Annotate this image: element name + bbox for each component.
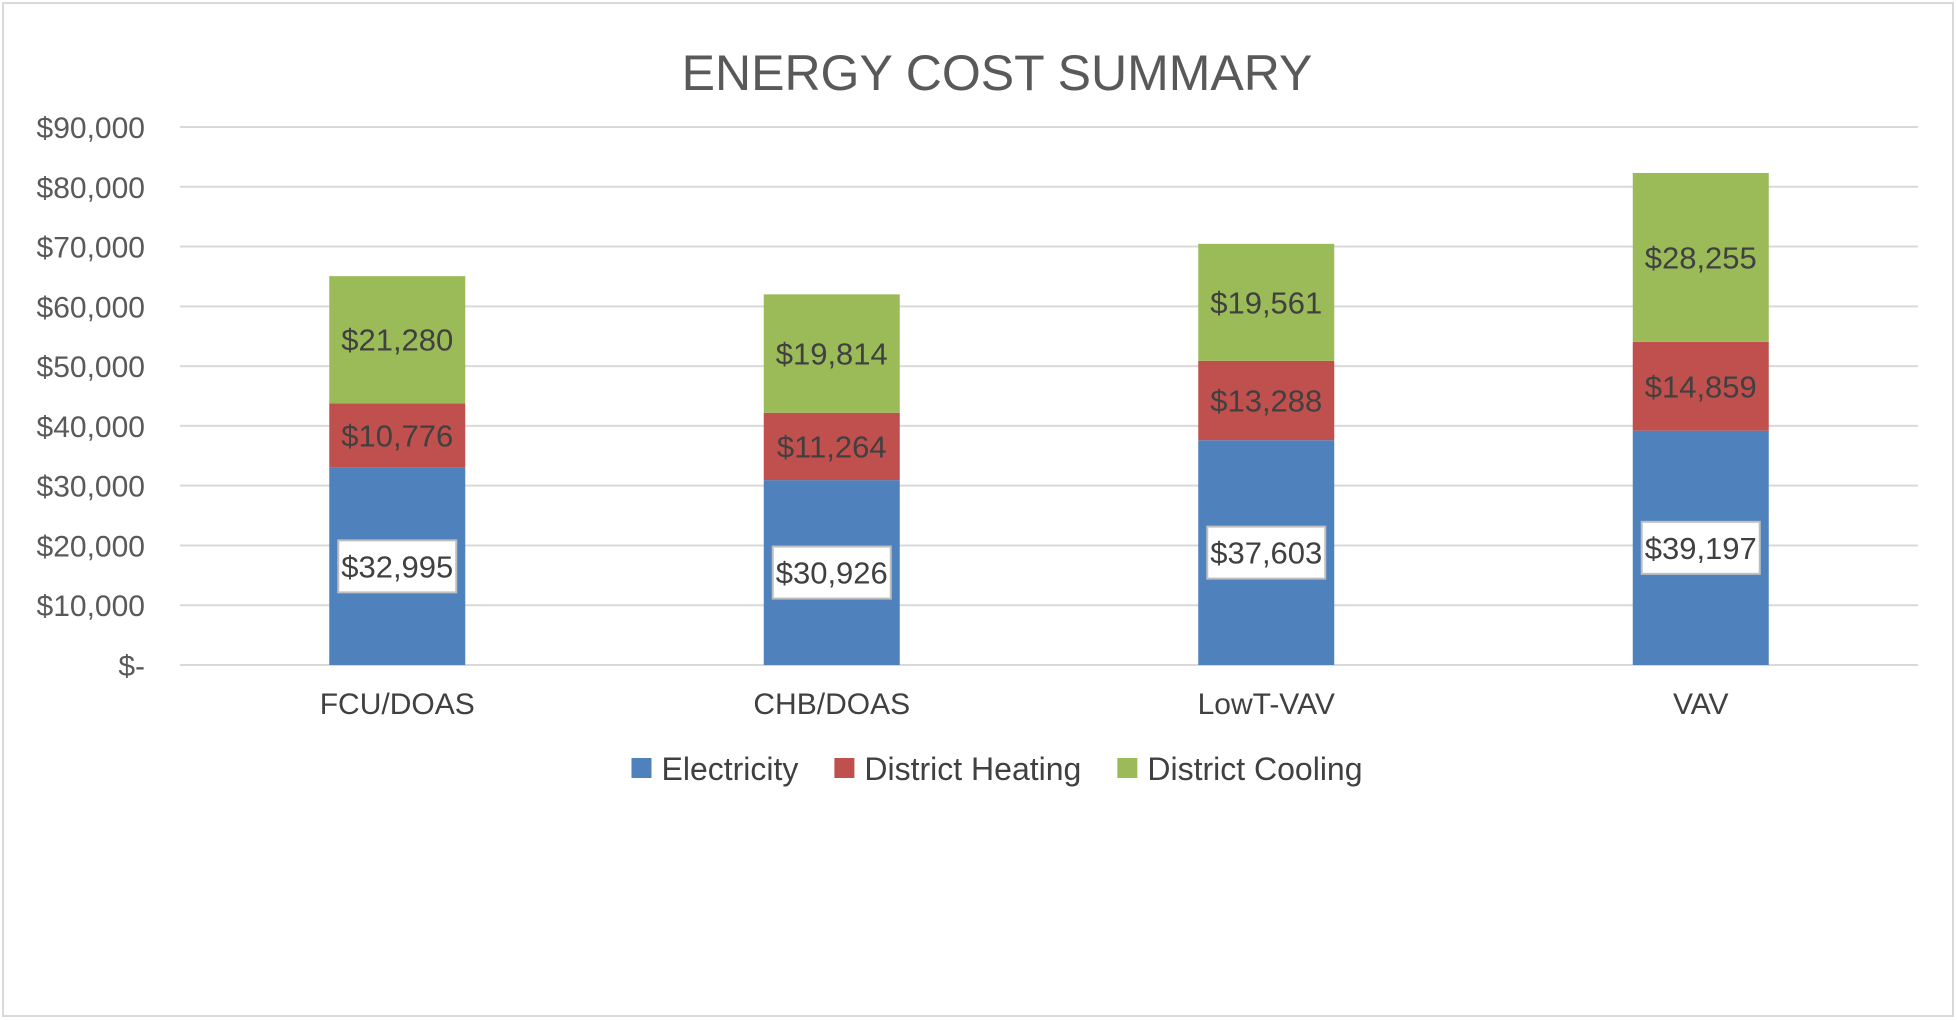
data-label-box [337, 539, 458, 594]
data-label: $14,859 [1645, 369, 1757, 404]
gridlines [180, 126, 1918, 666]
y-tick-label: $10,000 [37, 590, 145, 623]
data-label: $19,561 [1210, 285, 1322, 320]
data-label: $28,255 [1645, 240, 1757, 275]
data-label: $10,776 [341, 419, 453, 454]
data-label-box [1206, 525, 1327, 580]
y-tick-label: $60,000 [37, 291, 145, 324]
y-tick-label: $20,000 [37, 530, 145, 563]
data-label: $19,814 [776, 337, 888, 372]
data-label: $11,264 [777, 429, 887, 464]
energy-cost-chart: ENERGY COST SUMMARY $- $10,000 $20,000 $30,… [37, 45, 1918, 787]
bar-district-cooling [1198, 243, 1335, 361]
bar-district-cooling [1632, 172, 1769, 342]
legend-label: District Cooling [1147, 751, 1362, 787]
y-tick-label: $80,000 [37, 172, 145, 205]
x-category-label: FCU/DOAS [320, 688, 475, 721]
legend-label: District Heating [864, 751, 1081, 787]
bar-district-cooling [329, 276, 466, 404]
y-tick-label: $- [118, 650, 145, 683]
data-label-box [771, 545, 892, 600]
data-label: $32,995 [341, 549, 453, 584]
y-tick-label: $70,000 [37, 232, 145, 265]
x-axis-category-labels: FCU/DOAS CHB/DOAS LowT-VAV VAV [320, 688, 1729, 721]
data-label: $39,197 [1645, 531, 1757, 566]
legend: Electricity District Heating District Cool… [631, 751, 1363, 787]
bar-district-cooling [763, 294, 900, 413]
data-label: $30,926 [776, 556, 888, 591]
legend-swatch [834, 758, 855, 778]
x-category-label: LowT-VAV [1198, 688, 1335, 721]
data-label: $13,288 [1210, 384, 1322, 419]
bar-district-heating [1198, 360, 1335, 441]
data-labels: $32,995 $10,776 $21,280 $30,926 $11,264 $19,8… [337, 240, 1761, 600]
bar-district-heating [763, 412, 900, 481]
legend-swatch [1117, 758, 1138, 778]
bar-district-heating [329, 403, 466, 468]
y-axis-tick-labels: $- $10,000 $20,000 $30,000 $40,000 $50,000 $60… [37, 112, 145, 683]
data-label-box [1640, 520, 1761, 575]
x-category-label: CHB/DOAS [753, 688, 910, 721]
y-tick-label: $30,000 [37, 471, 145, 504]
legend-swatch [631, 758, 652, 778]
y-tick-label: $90,000 [37, 112, 145, 145]
x-category-label: VAV [1673, 688, 1729, 721]
y-tick-label: $50,000 [37, 351, 145, 384]
chart-title: ENERGY COST SUMMARY [682, 45, 1313, 101]
data-label: $21,280 [341, 323, 453, 358]
bar-district-heating [1632, 341, 1769, 431]
y-tick-label: $40,000 [37, 411, 145, 444]
legend-label: Electricity [661, 751, 798, 787]
data-label: $37,603 [1210, 536, 1322, 571]
